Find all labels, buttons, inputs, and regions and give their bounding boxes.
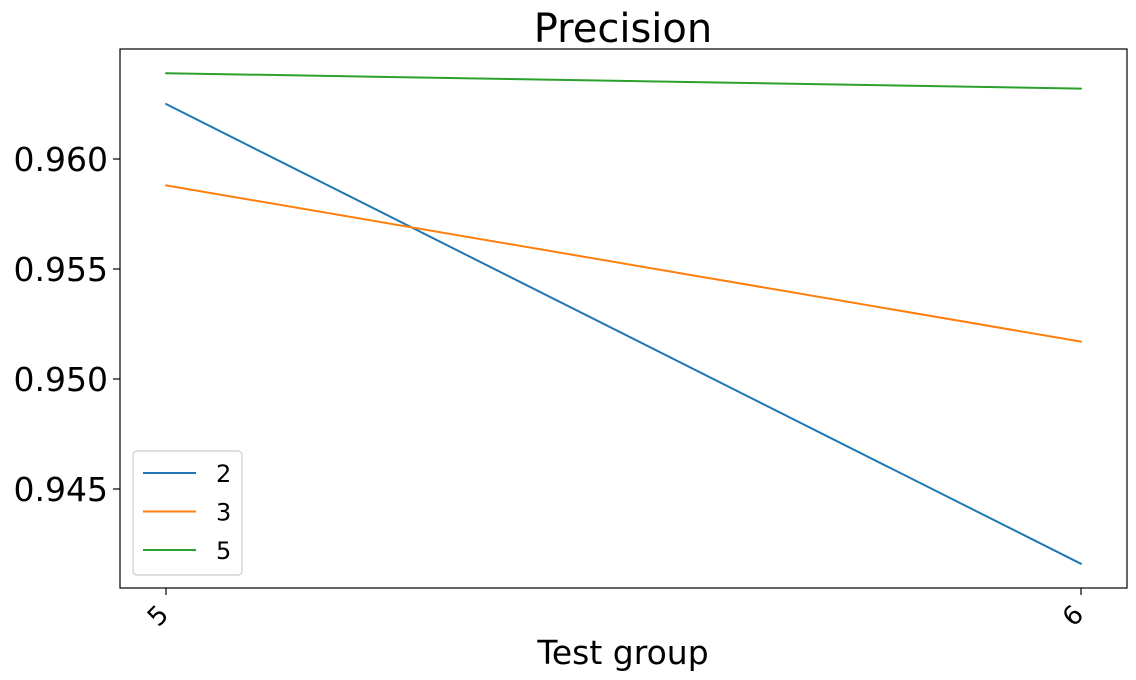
x-tick-label: 5 (142, 600, 175, 633)
series-3-point-5 (165, 184, 167, 187)
legend-box (132, 450, 243, 576)
legend-label-3: 3 (216, 499, 231, 527)
series-2-point-5 (165, 103, 167, 105)
x-axis-label: Test group (536, 633, 708, 672)
series-3-point-6 (1080, 340, 1082, 343)
y-tick-label: 0.945 (14, 470, 108, 509)
y-tick-label: 0.955 (14, 250, 108, 289)
series-line-2 (165, 103, 1082, 565)
x-tick-label: 6 (1057, 600, 1090, 633)
legend-label-2: 2 (216, 460, 231, 488)
legend: 2 3 5 (132, 450, 243, 576)
series-2-point-6 (1080, 562, 1082, 565)
y-tick-label: 0.950 (14, 360, 108, 399)
series-line-5 (165, 72, 1082, 90)
chart-title: Precision (534, 6, 712, 52)
series-5-point-6 (1080, 87, 1082, 90)
series-5-point-5 (165, 72, 167, 75)
legend-label-5: 5 (216, 537, 231, 565)
plot-area: 0.945 0.950 0.955 0.960 5 6 (14, 48, 1128, 633)
series-line-3 (165, 184, 1082, 343)
y-tick-label: 0.960 (14, 140, 108, 179)
plot-frame (119, 48, 1128, 589)
